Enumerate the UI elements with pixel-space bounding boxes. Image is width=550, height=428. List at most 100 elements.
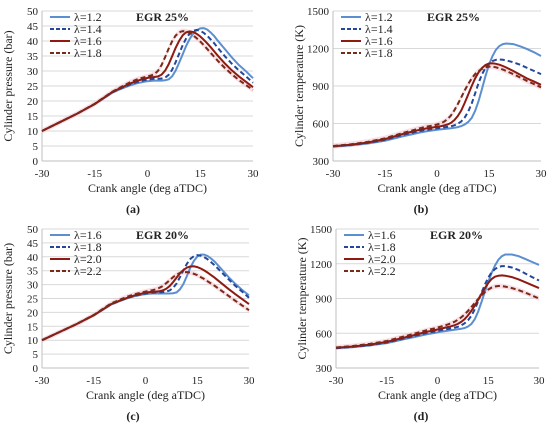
y-axis-title: Cylinder pressure (bar) xyxy=(1,30,15,141)
x-tick-label: -30 xyxy=(35,375,50,387)
y-tick-label: 25 xyxy=(27,294,39,306)
y-tick-label: 1500 xyxy=(307,6,330,18)
legend-label: λ=2.0 xyxy=(368,252,396,266)
y-tick-label: 15 xyxy=(27,321,39,333)
x-tick-label: 0 xyxy=(434,168,440,180)
series-line xyxy=(41,254,250,342)
legend-label: λ=1.2 xyxy=(74,10,102,24)
series-line xyxy=(41,30,254,132)
y-tick-label: 25 xyxy=(27,81,39,93)
x-axis-title: Crank angle (deg aTDC) xyxy=(378,181,497,195)
series-line xyxy=(332,42,542,148)
y-tick-label: 35 xyxy=(27,266,39,278)
x-tick-label: 30 xyxy=(248,168,260,180)
y-axis-title: Cylinder temperature (K) xyxy=(292,25,306,147)
x-tick-label: 15 xyxy=(484,168,496,180)
x-axis-title: Crank angle (deg aTDC) xyxy=(378,388,497,402)
y-tick-label: 35 xyxy=(27,51,39,63)
x-axis-title: Crank angle (deg aTDC) xyxy=(88,181,207,195)
x-tick-label: 30 xyxy=(534,375,546,387)
y-axis-title: Cylinder temperature (K) xyxy=(295,238,309,360)
legend-label: λ=1.8 xyxy=(365,46,393,60)
legend-label: λ=1.4 xyxy=(365,22,393,36)
x-tick-label: 15 xyxy=(192,375,204,387)
series-line xyxy=(335,284,540,349)
y-tick-label: 900 xyxy=(316,294,333,306)
panel-caption: (c) xyxy=(126,409,139,423)
x-tick-label: 0 xyxy=(145,168,151,180)
x-tick-label: 0 xyxy=(435,375,441,387)
series-line xyxy=(335,274,540,349)
legend-label: λ=1.8 xyxy=(368,240,396,254)
series-line xyxy=(332,58,542,148)
legend-label: λ=1.6 xyxy=(368,228,396,242)
y-tick-label: 5 xyxy=(33,349,39,361)
y-tick-label: 50 xyxy=(27,224,39,236)
legend-label: λ=1.6 xyxy=(74,34,102,48)
y-tick-label: 30 xyxy=(27,66,39,78)
series-line xyxy=(41,265,250,342)
panel-caption: (b) xyxy=(414,202,429,216)
series-line xyxy=(41,271,250,342)
uncertainty-band xyxy=(336,283,539,350)
x-tick-label: -30 xyxy=(329,375,344,387)
uncertainty-band xyxy=(42,28,253,134)
panel-caption: (a) xyxy=(126,202,140,216)
y-tick-label: 20 xyxy=(27,96,39,108)
y-tick-label: 40 xyxy=(27,252,39,264)
y-tick-label: 30 xyxy=(27,280,39,292)
y-axis-title: Cylinder pressure (bar) xyxy=(1,243,15,354)
series-line xyxy=(335,253,540,350)
x-tick-label: -30 xyxy=(35,168,50,180)
y-tick-label: 15 xyxy=(27,111,39,123)
y-tick-label: 0 xyxy=(33,363,39,375)
series-line xyxy=(335,265,540,350)
chart-subtitle: EGR 25% xyxy=(136,10,189,24)
y-tick-label: 1200 xyxy=(307,44,330,56)
legend-label: λ=1.8 xyxy=(74,240,102,254)
legend-label: λ=1.4 xyxy=(74,22,102,36)
legend-label: λ=1.6 xyxy=(365,34,393,48)
x-axis-title: Crank angle (deg aTDC) xyxy=(86,388,205,402)
uncertainty-band xyxy=(333,63,541,149)
panel-caption: (d) xyxy=(414,409,429,423)
y-tick-label: 20 xyxy=(27,307,39,319)
chart-subtitle: EGR 20% xyxy=(136,228,189,242)
legend-label: λ=2.2 xyxy=(74,264,102,278)
chart-subtitle: EGR 20% xyxy=(430,228,483,242)
y-tick-label: 1500 xyxy=(310,224,333,236)
x-tick-label: -30 xyxy=(326,168,341,180)
x-tick-label: -15 xyxy=(87,168,102,180)
y-tick-label: 10 xyxy=(27,335,39,347)
legend-label: λ=1.6 xyxy=(74,228,102,242)
series-line xyxy=(332,62,542,148)
legend-label: λ=1.8 xyxy=(74,46,102,60)
chart-panel-0: 0 5 10 15 20 25 30 35 40 45 50 -30 -15 0 15 30 Crank ang… xyxy=(1,6,259,216)
series-line xyxy=(332,65,542,147)
y-tick-label: 45 xyxy=(27,238,39,250)
y-tick-label: 600 xyxy=(316,328,333,340)
y-tick-label: 300 xyxy=(313,156,330,168)
y-tick-label: 45 xyxy=(27,21,39,33)
y-tick-label: 1200 xyxy=(310,259,333,271)
y-tick-label: 300 xyxy=(316,363,333,375)
x-tick-label: -15 xyxy=(379,375,394,387)
y-tick-label: 5 xyxy=(33,141,39,153)
y-tick-label: 600 xyxy=(313,119,330,131)
x-tick-label: 30 xyxy=(536,168,548,180)
x-tick-label: 15 xyxy=(483,375,495,387)
legend-label: λ=1.2 xyxy=(365,10,393,24)
y-tick-label: 40 xyxy=(27,36,39,48)
y-tick-label: 900 xyxy=(313,81,330,93)
y-tick-label: 0 xyxy=(33,156,39,168)
y-tick-label: 10 xyxy=(27,126,39,138)
x-tick-label: 0 xyxy=(143,375,149,387)
chart-panel-1: 300 600 900 1200 1500 -30 -15 0 15 30 Crank angle … xyxy=(292,6,547,216)
x-tick-label: 15 xyxy=(195,168,207,180)
x-tick-label: 30 xyxy=(244,375,256,387)
legend-label: λ=2.2 xyxy=(368,264,396,278)
chart-subtitle: EGR 25% xyxy=(427,10,480,24)
legend-label: λ=2.0 xyxy=(74,252,102,266)
